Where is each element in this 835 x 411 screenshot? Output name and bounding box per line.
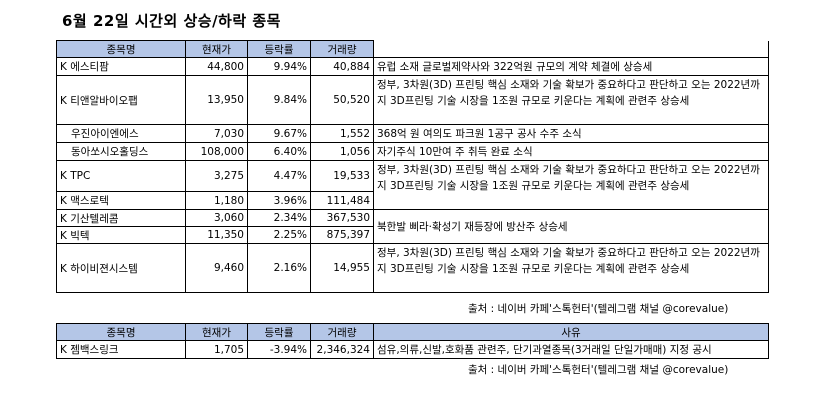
- table-header-row: 종목명 현재가 등락률 거래량: [56, 40, 769, 58]
- stock-price: 3,060: [185, 209, 248, 227]
- table-header-row: 종목명 현재가 등락률 거래량 사유: [56, 323, 769, 341]
- header-name: 종목명: [56, 40, 186, 58]
- stock-volume: 2,346,324: [310, 340, 374, 359]
- table-row: K 하이비젼시스템 9,460 2.16% 14,955 정부, 3차원(3D)…: [56, 243, 769, 293]
- stock-price: 108,000: [185, 142, 248, 161]
- stock-reason: 정부, 3차원(3D) 프린팅 핵심 소재와 기술 확보가 중요하다고 판단하고…: [373, 243, 769, 293]
- stock-price: 1,180: [185, 191, 248, 210]
- table-row: K 에스티팜 44,800 9.94% 40,884 유럽 소재 글로벌제약사와…: [56, 57, 769, 76]
- stock-name: K 기산텔레콤: [56, 209, 186, 227]
- stock-price: 13,950: [185, 75, 248, 125]
- stock-volume: 19,533: [310, 160, 374, 192]
- stock-name: 동아쏘시오홀딩스: [56, 142, 186, 161]
- stock-price: 44,800: [185, 57, 248, 76]
- stock-name: K 에스티팜: [56, 57, 186, 76]
- stock-name: K 맥스로텍: [56, 191, 186, 210]
- header-name: 종목명: [56, 323, 186, 341]
- table-row: 우진아이엔에스 7,030 9.67% 1,552 368억 원 여의도 파크원…: [56, 124, 769, 143]
- stock-change: 2.16%: [247, 243, 311, 293]
- table-row: K TPC 3,275 4.47% 19,533 정부, 3차원(3D) 프린팅…: [56, 160, 769, 210]
- stock-price: 11,350: [185, 226, 248, 244]
- stock-price: 9,460: [185, 243, 248, 293]
- table-row: 동아쏘시오홀딩스 108,000 6.40% 1,056 자기주식 10만여 주…: [56, 142, 769, 161]
- source-note: 출처 : 네이버 카페'스톡헌터'(텔레그램 채널 @corevalue): [468, 364, 729, 376]
- stock-reason: 정부, 3차원(3D) 프린팅 핵심 소재와 기술 확보가 중요하다고 판단하고…: [373, 160, 769, 210]
- header-price: 현재가: [185, 323, 248, 341]
- stock-change: -3.94%: [247, 340, 311, 359]
- stock-reason: 섬유,의류,신발,호화품 관련주, 단기과열종목(3거래일 단일가매매) 지정 …: [373, 340, 769, 359]
- stock-volume: 1,056: [310, 142, 374, 161]
- source-note: 출처 : 네이버 카페'스톡헌터'(텔레그램 채널 @corevalue): [468, 303, 729, 315]
- table-row: K 티앤알바이오팹 13,950 9.84% 50,520 정부, 3차원(3D…: [56, 75, 769, 125]
- falling-stocks-table: 종목명 현재가 등락률 거래량 사유 K 젬백스링크 1,705 -3.94% …: [56, 323, 769, 359]
- header-volume: 거래량: [310, 323, 374, 341]
- stock-price: 3,275: [185, 160, 248, 192]
- stock-volume: 367,530: [310, 209, 374, 227]
- stock-volume: 40,884: [310, 57, 374, 76]
- stock-volume: 1,552: [310, 124, 374, 143]
- stock-change: 4.47%: [247, 160, 311, 192]
- stock-change: 9.67%: [247, 124, 311, 143]
- stock-reason: 정부, 3차원(3D) 프린팅 핵심 소재와 기술 확보가 중요하다고 판단하고…: [373, 75, 769, 125]
- stock-reason: 북한발 삐라·확성기 재등장에 방산주 상승세: [373, 209, 769, 244]
- stock-volume: 50,520: [310, 75, 374, 125]
- stock-change: 9.94%: [247, 57, 311, 76]
- stock-reason: 368억 원 여의도 파크원 1공구 공사 수주 소식: [373, 124, 769, 143]
- header-price: 현재가: [185, 40, 248, 58]
- header-change: 등락률: [247, 40, 311, 58]
- page-title: 6월 22일 시간외 상승/하락 종목: [62, 12, 281, 30]
- stock-volume: 875,397: [310, 226, 374, 244]
- rising-stocks-table: 종목명 현재가 등락률 거래량 K 에스티팜 44,800 9.94% 40,8…: [56, 40, 769, 293]
- header-change: 등락률: [247, 323, 311, 341]
- stock-change: 3.96%: [247, 191, 311, 210]
- stock-name: 우진아이엔에스: [56, 124, 186, 143]
- header-reason: 사유: [373, 323, 769, 341]
- stock-name: K 티앤알바이오팹: [56, 75, 186, 125]
- stock-volume: 111,484: [310, 191, 374, 210]
- stock-reason: 자기주식 10만여 주 취득 완료 소식: [373, 142, 769, 161]
- stock-change: 6.40%: [247, 142, 311, 161]
- stock-name: K 빅텍: [56, 226, 186, 244]
- stock-name: K TPC: [56, 160, 186, 192]
- header-volume: 거래량: [310, 40, 374, 58]
- stock-name: K 하이비젼시스템: [56, 243, 186, 293]
- stock-price: 1,705: [185, 340, 248, 359]
- stock-change: 2.25%: [247, 226, 311, 244]
- stock-price: 7,030: [185, 124, 248, 143]
- table-row: K 기산텔레콤 3,060 2.34% 367,530 북한발 삐라·확성기 재…: [56, 209, 769, 244]
- stock-volume: 14,955: [310, 243, 374, 293]
- table-row: K 젬백스링크 1,705 -3.94% 2,346,324 섬유,의류,신발,…: [56, 340, 769, 359]
- stock-change: 2.34%: [247, 209, 311, 227]
- stock-change: 9.84%: [247, 75, 311, 125]
- stock-reason: 유럽 소재 글로벌제약사와 322억원 규모의 계약 체결에 상승세: [373, 57, 769, 76]
- header-reason: [373, 40, 769, 58]
- stock-name: K 젬백스링크: [56, 340, 186, 359]
